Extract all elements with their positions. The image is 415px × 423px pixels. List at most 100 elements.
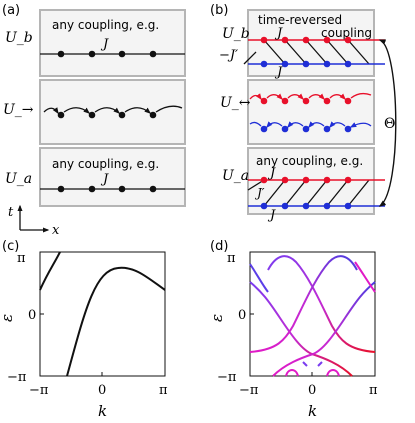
site-dot [344, 202, 352, 210]
c-xtick-minus-pi: −π [29, 383, 49, 398]
band-curve [326, 369, 340, 377]
site-dot [344, 97, 352, 105]
diag-link [305, 39, 328, 65]
site-dot [344, 60, 352, 68]
ua-coupling-j-top: J [267, 166, 276, 181]
site-dot [344, 176, 352, 184]
site-dot [281, 60, 289, 68]
ua-sites [57, 185, 157, 193]
ulr-red-hops [249, 92, 372, 101]
stage-uright-label: U_→ [3, 102, 34, 118]
hop-arrow [308, 121, 325, 128]
band-curve [354, 261, 376, 293]
d-xtick-0: 0 [308, 383, 316, 398]
ua-blue-sites [260, 202, 352, 210]
c-ytick-0: 0 [28, 308, 36, 323]
diag-link [263, 179, 286, 207]
stage-ub-text-1: time-reversed [258, 13, 342, 27]
diag-link [347, 39, 370, 65]
site-dot [88, 185, 96, 193]
ub-red-sites [260, 36, 352, 44]
ua-coupling-jprime: J′ [254, 186, 265, 200]
hop-arrow [329, 93, 346, 100]
site-dot [260, 36, 268, 44]
stage-ub-label: U_b [222, 26, 250, 42]
panel-b: (b) U_b time-reversed coupling −J′ [210, 3, 397, 223]
site-dot [281, 36, 289, 44]
hop-arrow [43, 107, 59, 115]
site-dot [260, 125, 268, 133]
site-dot [57, 111, 65, 119]
ua-coupling-j-bottom: J [267, 208, 276, 223]
hop-arrow [266, 121, 283, 128]
ub-blue-sites [260, 60, 352, 68]
c-ylabel: ε [0, 314, 16, 322]
stage-ub-label: U_b [5, 30, 33, 46]
panel-d: (d) π 0 −π −π 0 [208, 239, 378, 420]
c-xtick-0: 0 [98, 383, 106, 398]
diag-link [284, 39, 307, 65]
dispersion-branch-2 [66, 266, 166, 377]
d-bands [249, 255, 376, 377]
stage-ub-text-2: coupling [321, 26, 372, 40]
hop-arrow [287, 93, 304, 100]
stage-ub-box [247, 9, 375, 77]
site-dot [302, 176, 310, 184]
site-dot [323, 125, 331, 133]
c-xtick-pi: π [159, 383, 168, 398]
panel-c-label: (c) [2, 239, 19, 254]
site-dot [323, 60, 331, 68]
hop-arrow [349, 122, 372, 128]
site-dot [281, 97, 289, 105]
d-xtick-pi: π [369, 383, 378, 398]
d-ytick-minus-pi: −π [217, 370, 237, 385]
diag-link [305, 179, 328, 207]
site-dot [57, 50, 65, 58]
stage-ua-box [39, 147, 186, 207]
stage-ua-label: U_a [222, 168, 249, 184]
site-dot [302, 60, 310, 68]
site-dot [344, 125, 352, 133]
site-dot [344, 36, 352, 44]
panel-d-ticks [250, 313, 313, 376]
site-dot [302, 97, 310, 105]
band-curve [317, 361, 323, 367]
uright-hops [43, 105, 183, 115]
panel-d-label: (d) [210, 239, 228, 254]
site-dot [118, 50, 126, 58]
site-dot [149, 50, 157, 58]
diag-link [243, 51, 257, 65]
stage-ulr-box [247, 79, 375, 145]
diag-link [284, 179, 307, 207]
site-dot [57, 185, 65, 193]
band-curve [249, 255, 358, 353]
c-ytick-minus-pi: −π [7, 370, 27, 385]
d-ytick-0: 0 [238, 308, 246, 323]
site-dot [260, 97, 268, 105]
theta-arrow [378, 39, 397, 207]
d-ylabel: ε [208, 314, 226, 322]
time-axis-label: t [8, 205, 14, 220]
hop-arrow [155, 105, 183, 113]
diag-link [347, 179, 370, 207]
diag-link [326, 39, 349, 65]
ua-coupling-j: J [100, 172, 109, 187]
ub-coupling-j-top: J [274, 26, 283, 41]
stage-ua-text: any coupling, e.g. [52, 157, 159, 171]
ub-coupling-minus-jprime: −J′ [219, 48, 238, 63]
uright-sites [57, 111, 157, 119]
band-curve [249, 263, 269, 293]
space-axis-label: x [52, 223, 60, 238]
site-dot [281, 176, 289, 184]
site-dot [118, 185, 126, 193]
hop-arrow [287, 121, 304, 128]
stage-ua-box [247, 147, 375, 215]
site-dot [260, 176, 268, 184]
hop-arrow [308, 93, 325, 100]
site-dot [149, 111, 157, 119]
site-dot [149, 185, 157, 193]
hop-arrow [249, 93, 262, 101]
site-dot [260, 60, 268, 68]
panel-a-label: (a) [2, 3, 20, 18]
